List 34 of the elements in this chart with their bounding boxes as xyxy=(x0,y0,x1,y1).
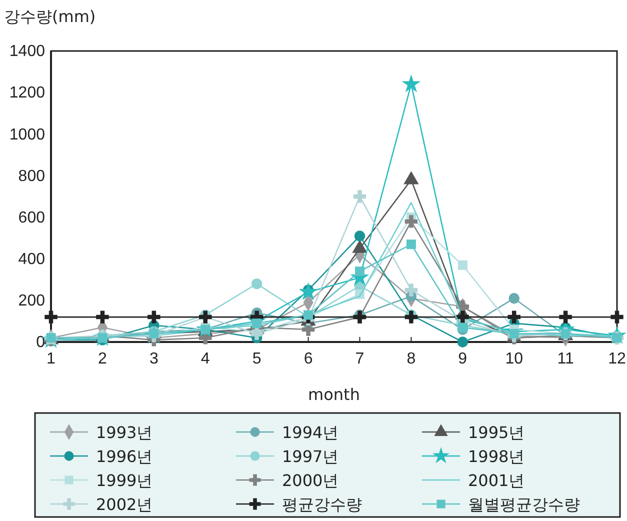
y-tick-label: 400 xyxy=(18,250,46,268)
legend-label: 2000년 xyxy=(282,471,339,490)
legend-label: 2001년 xyxy=(468,471,525,490)
x-tick-label: 7 xyxy=(355,350,364,368)
x-tick-label: 12 xyxy=(608,350,626,368)
legend-label: 1994년 xyxy=(282,423,339,442)
x-tick-label: 9 xyxy=(458,350,468,368)
legend-label: 1998년 xyxy=(468,447,525,466)
legend-label: 월별평균강수량 xyxy=(468,495,580,514)
y-tick-label: 1400 xyxy=(9,43,46,60)
y-tick-label: 600 xyxy=(18,209,46,226)
x-tick-label: 8 xyxy=(406,350,416,368)
legend-label: 1993년 xyxy=(96,423,153,442)
legend-label: 1999년 xyxy=(96,471,153,490)
y-tick-label: 200 xyxy=(18,292,46,310)
legend-label: 1996년 xyxy=(96,447,153,466)
legend-label: 1995년 xyxy=(468,423,525,442)
legend-label: 1997년 xyxy=(282,447,339,466)
x-tick-label: 3 xyxy=(149,350,158,368)
x-axis-title: month xyxy=(308,385,360,404)
x-tick-label: 6 xyxy=(304,350,313,368)
y-tick-label: 1200 xyxy=(9,84,46,102)
x-tick-label: 11 xyxy=(557,350,574,368)
x-tick-label: 4 xyxy=(200,350,210,368)
y-tick-label: 0 xyxy=(36,334,46,352)
x-tick-label: 2 xyxy=(98,350,107,368)
y-axis-title: 강수량(mm) xyxy=(4,7,96,26)
legend-label: 2002년 xyxy=(96,495,153,514)
x-tick-label: 5 xyxy=(252,350,262,368)
y-tick-label: 1000 xyxy=(9,126,46,144)
x-tick-label: 1 xyxy=(46,350,56,368)
legend-label: 평균강수량 xyxy=(282,495,362,514)
x-tick-label: 10 xyxy=(505,350,524,368)
y-tick-label: 800 xyxy=(18,168,46,185)
